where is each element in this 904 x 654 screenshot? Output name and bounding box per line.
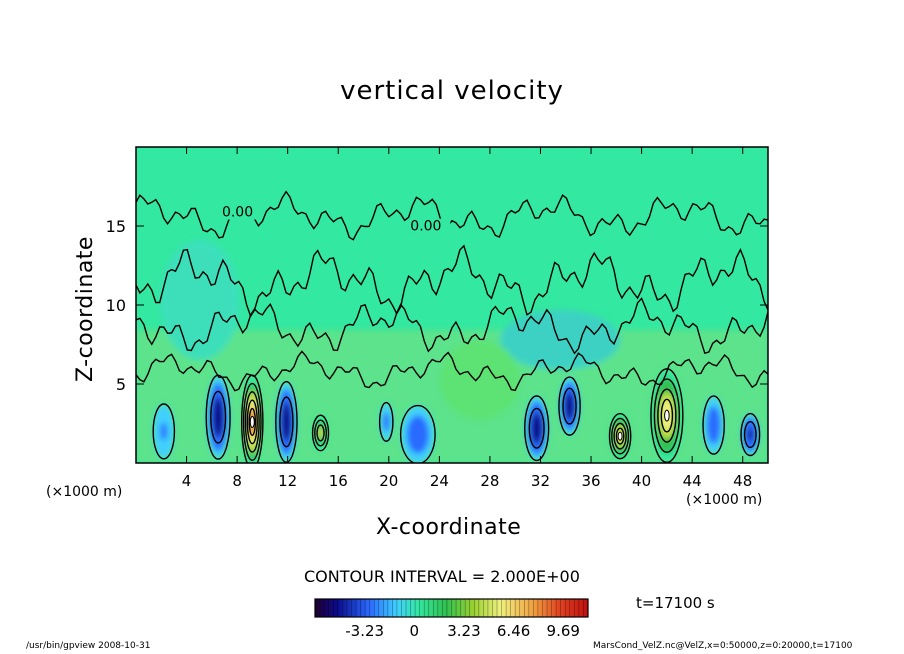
- contour-ring: [279, 396, 294, 448]
- contour-ring: [743, 420, 757, 449]
- x-tick-label: 48: [733, 472, 752, 490]
- downdraft-fill: [567, 401, 572, 411]
- contour-ring: [248, 407, 257, 436]
- contour-ring: [611, 417, 630, 455]
- contour-ring: [528, 407, 545, 449]
- colorbar-gradient: [315, 599, 588, 617]
- contour-ring: [210, 390, 227, 444]
- contour-label-bg: [219, 204, 262, 220]
- x-tick-label: 28: [480, 472, 499, 490]
- colorbar-tick-label: 3.23: [447, 622, 480, 640]
- contour-ring: [660, 398, 674, 433]
- contour-ring: [311, 414, 330, 452]
- contour-ring: [558, 376, 581, 436]
- footer-right: MarsCond_VelZ.nc@VelZ,x=0:50000,z=0:2000…: [593, 641, 853, 651]
- contour-label-bg: [408, 218, 451, 234]
- y-axis-label: Z-coordinate: [73, 236, 98, 382]
- y-tick-label: 10: [106, 296, 126, 315]
- x-tick-label: 36: [581, 472, 600, 490]
- x-tick-label: 8: [232, 472, 242, 490]
- downdraft-fill: [284, 415, 289, 429]
- zero-contour-middle: [136, 244, 768, 318]
- x-tick-label: 20: [379, 472, 398, 490]
- downdraft-fill: [385, 418, 388, 426]
- colorbar: -3.23 0 3.23 6.46 9.69: [314, 598, 589, 640]
- contour-label: 0.00: [222, 205, 253, 221]
- colorbar-tick-label: 6.46: [497, 622, 530, 640]
- updraft-fill: [319, 430, 322, 436]
- y-tick-label: 15: [106, 217, 126, 236]
- contour-interval-label: CONTOUR INTERVAL = 2.000E+00: [304, 567, 580, 586]
- colorbar-frame: [314, 598, 589, 618]
- downdraft-fill: [162, 426, 166, 436]
- contour-ring: [562, 387, 577, 425]
- downdraft-fill: [216, 410, 221, 425]
- contour-ring: [702, 395, 725, 455]
- contour-label: 0.00: [410, 219, 441, 235]
- downdraft-fill: [748, 431, 752, 438]
- zero-contour-base: [136, 350, 768, 392]
- x-tick-label: 16: [329, 472, 348, 490]
- contour-ring: [608, 412, 632, 460]
- x-unit-left: (×1000 m): [46, 484, 123, 500]
- x-tick-label: 4: [182, 472, 192, 490]
- colorbar-tick-label: 9.69: [547, 622, 580, 640]
- time-label: t=17100 s: [636, 594, 715, 612]
- contour-ring: [524, 395, 550, 462]
- contour-ring: [275, 380, 298, 463]
- x-tick-label: 32: [531, 472, 550, 490]
- x-tick-label: 44: [683, 472, 702, 490]
- peak-core: [249, 415, 255, 428]
- contour-ring: [314, 419, 327, 447]
- colorbar-tick-label: 0: [410, 622, 420, 640]
- x-axis-label: X-coordinate: [376, 515, 522, 540]
- contour-ring: [244, 391, 260, 453]
- x-tick-label: 24: [430, 472, 449, 490]
- contour-ring: [740, 412, 761, 457]
- peak-core: [617, 431, 623, 441]
- x-tick-label: 12: [278, 472, 297, 490]
- downdraft-fill: [534, 422, 539, 434]
- y-tick-label: 5: [116, 375, 126, 394]
- x-unit-right: (×1000 m): [686, 492, 763, 508]
- contour-ring: [615, 427, 625, 445]
- contour-ring: [316, 424, 325, 442]
- downdraft-fill: [711, 420, 716, 430]
- contour-ring: [657, 388, 677, 443]
- footer-left: /usr/bin/gpview 2008-10-31: [26, 641, 151, 651]
- contour-ring: [378, 401, 394, 442]
- zero-contour-lower: [136, 297, 768, 355]
- contour-ring: [653, 378, 681, 453]
- contour-ring: [613, 422, 627, 450]
- peak-core: [664, 409, 670, 422]
- x-tick-label: 40: [632, 472, 651, 490]
- x-axis: 4 8 12 16 20 24 28 32 36 40 44 48: [182, 147, 752, 490]
- downdraft-fill: [415, 429, 421, 440]
- contour-ring: [246, 399, 258, 445]
- contour-ring: [242, 382, 262, 462]
- chart-title: vertical velocity: [340, 76, 564, 106]
- contour-labels: 0.00 0.00: [219, 204, 451, 235]
- y-axis: 5 10 15: [106, 217, 768, 394]
- colorbar-tick-label: -3.23: [345, 622, 384, 640]
- contour-ring: [152, 403, 176, 460]
- contour-ring: [399, 404, 436, 463]
